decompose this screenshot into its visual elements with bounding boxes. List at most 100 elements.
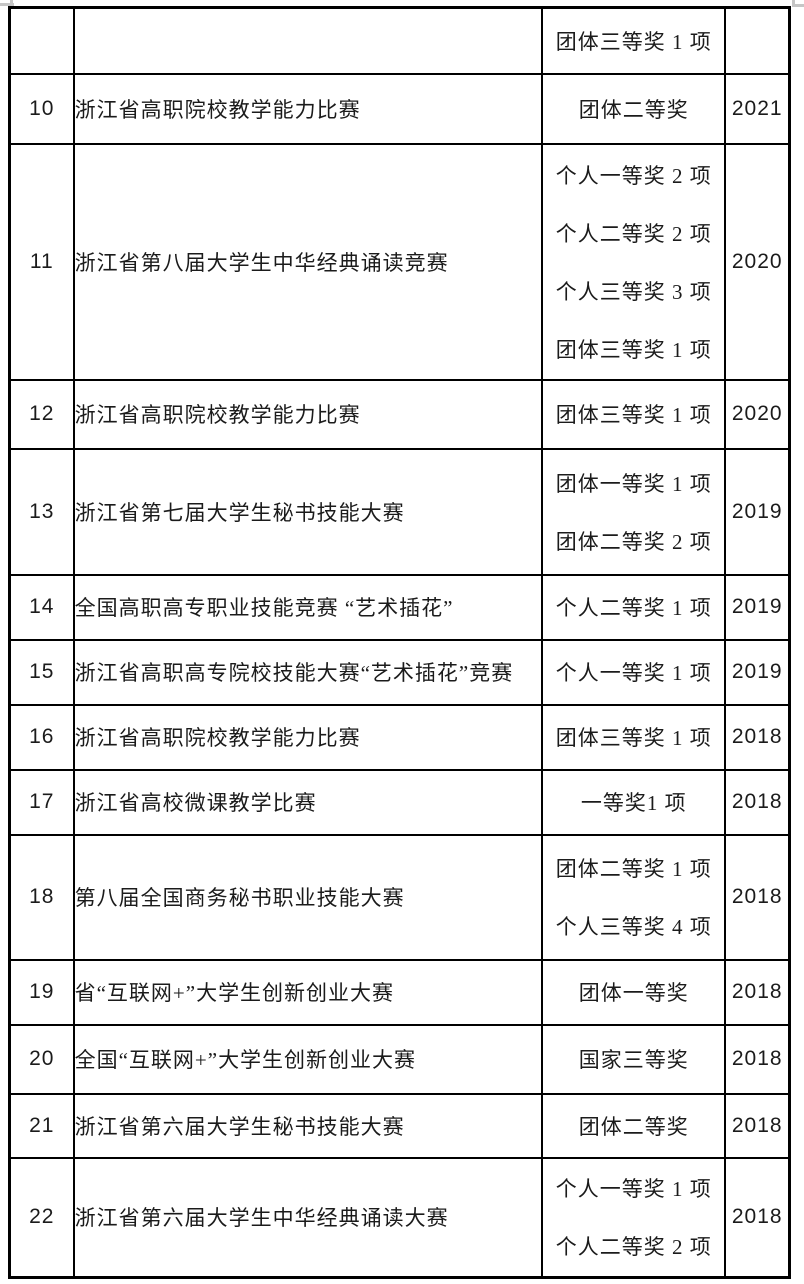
award-lines: 个人二等奖 1 项 — [544, 578, 723, 636]
award-lines: 团体三等奖 1 项 — [544, 708, 723, 766]
awards-table: 团体三等奖 1 项 10 浙江省高职院校教学能力比赛 团体二等奖 2021 11… — [8, 6, 791, 1279]
row-number-cell: 12 — [8, 378, 75, 450]
award-lines: 团体一等奖 — [544, 963, 723, 1021]
award-line: 个人一等奖 2 项 — [555, 163, 712, 188]
row-number-cell: 16 — [8, 703, 75, 771]
row-number-cell: 19 — [8, 958, 75, 1026]
award-lines: 团体二等奖 1 项个人三等奖 4 项 — [544, 839, 723, 955]
award-cell: 团体二等奖 — [541, 72, 727, 145]
award-lines: 团体一等奖 1 项团体二等奖 2 项 — [544, 454, 723, 570]
table-row: 10 浙江省高职院校教学能力比赛 团体二等奖 2021 — [8, 72, 791, 145]
table-row: 16 浙江省高职院校教学能力比赛 团体三等奖 1 项 2018 — [8, 703, 791, 771]
row-number-cell: 18 — [8, 833, 75, 961]
competition-name-cell: 浙江省第七届大学生秘书技能大赛 — [72, 447, 544, 576]
award-lines: 国家三等奖 — [544, 1030, 723, 1088]
award-cell: 一等奖1 项 — [541, 768, 727, 836]
year-cell: 2021 — [724, 72, 791, 145]
award-lines: 团体二等奖 — [544, 80, 723, 138]
award-cell: 团体一等奖 — [541, 958, 727, 1026]
year-cell: 2018 — [724, 703, 791, 771]
row-number-cell: 21 — [8, 1092, 75, 1159]
table-row: 15 浙江省高职高专院校技能大赛“艺术插花”竞赛 个人一等奖 1 项 2019 — [8, 638, 791, 706]
award-line: 团体二等奖 — [578, 97, 689, 122]
year-cell: 2020 — [724, 378, 791, 450]
row-number-cell — [8, 6, 75, 75]
award-line: 团体三等奖 1 项 — [555, 726, 712, 750]
award-cell: 团体二等奖 — [541, 1092, 727, 1159]
competition-name-cell — [72, 6, 544, 75]
year-cell: 2020 — [724, 142, 791, 381]
year-cell: 2019 — [724, 573, 791, 641]
year-cell: 2018 — [724, 768, 791, 836]
year-cell: 2018 — [724, 833, 791, 961]
award-cell: 个人二等奖 1 项 — [541, 573, 727, 641]
award-line: 团体三等奖 1 项 — [555, 29, 712, 54]
table-row: 14 全国高职高专职业技能竞赛 “艺术插花” 个人二等奖 1 项 2019 — [8, 573, 791, 641]
award-line: 团体二等奖 2 项 — [555, 529, 712, 554]
award-line: 团体一等奖 1 项 — [555, 471, 712, 496]
awards-table-body: 团体三等奖 1 项 10 浙江省高职院校教学能力比赛 团体二等奖 2021 11… — [8, 6, 791, 1279]
table-row: 11 浙江省第八届大学生中华经典诵读竞赛 个人一等奖 2 项个人二等奖 2 项个… — [8, 142, 791, 381]
row-number-cell: 17 — [8, 768, 75, 836]
award-line: 团体一等奖 — [578, 981, 689, 1005]
competition-name-cell: 浙江省高职院校教学能力比赛 — [72, 72, 544, 145]
competition-name-cell: 浙江省高职院校教学能力比赛 — [72, 703, 544, 771]
row-number-cell: 20 — [8, 1023, 75, 1095]
competition-name-cell: 浙江省高校微课教学比赛 — [72, 768, 544, 836]
row-number-cell: 14 — [8, 573, 75, 641]
award-line: 个人二等奖 2 项 — [555, 221, 712, 246]
award-cell: 个人一等奖 2 项个人二等奖 2 项个人三等奖 3 项团体三等奖 1 项 — [541, 142, 727, 381]
competition-name-cell: 浙江省第八届大学生中华经典诵读竞赛 — [72, 142, 544, 381]
award-line: 一等奖1 项 — [580, 791, 687, 815]
row-number-cell: 22 — [8, 1156, 75, 1279]
award-cell: 团体三等奖 1 项 — [541, 378, 727, 450]
year-cell: 2019 — [724, 638, 791, 706]
competition-name-cell: 浙江省第六届大学生秘书技能大赛 — [72, 1092, 544, 1159]
award-lines: 团体三等奖 1 项 — [544, 385, 723, 443]
year-cell: 2018 — [724, 958, 791, 1026]
award-cell: 国家三等奖 — [541, 1023, 727, 1095]
award-cell: 团体二等奖 1 项个人三等奖 4 项 — [541, 833, 727, 961]
competition-name-cell: 全国高职高专职业技能竞赛 “艺术插花” — [72, 573, 544, 641]
award-lines: 团体三等奖 1 项 — [544, 12, 723, 70]
award-lines: 个人一等奖 1 项 — [544, 643, 723, 701]
competition-name-cell: 第八届全国商务秘书职业技能大赛 — [72, 833, 544, 961]
table-row: 21 浙江省第六届大学生秘书技能大赛 团体二等奖 2018 — [8, 1092, 791, 1159]
award-line: 团体三等奖 1 项 — [555, 403, 712, 427]
row-number-cell: 15 — [8, 638, 75, 706]
award-line: 团体三等奖 1 项 — [555, 337, 712, 362]
award-line: 个人二等奖 1 项 — [555, 596, 712, 620]
award-line: 个人三等奖 3 项 — [555, 279, 712, 304]
row-number-cell: 10 — [8, 72, 75, 145]
award-lines: 团体二等奖 — [544, 1097, 723, 1155]
award-lines: 个人一等奖 1 项个人二等奖 2 项 — [544, 1160, 723, 1276]
award-cell: 团体三等奖 1 项 — [541, 6, 727, 75]
award-line: 个人二等奖 2 项 — [555, 1235, 712, 1260]
competition-name-cell: 全国“互联网+”大学生创新创业大赛 — [72, 1023, 544, 1095]
row-number-cell: 13 — [8, 447, 75, 576]
award-line: 团体二等奖 1 项 — [555, 857, 712, 881]
award-lines: 个人一等奖 2 项个人二等奖 2 项个人三等奖 3 项团体三等奖 1 项 — [544, 146, 723, 378]
competition-name-cell: 省“互联网+”大学生创新创业大赛 — [72, 958, 544, 1026]
year-cell — [724, 6, 791, 75]
award-lines: 一等奖1 项 — [544, 773, 723, 831]
table-row: 团体三等奖 1 项 — [8, 6, 791, 75]
award-cell: 个人一等奖 1 项个人二等奖 2 项 — [541, 1156, 727, 1279]
table-row: 19 省“互联网+”大学生创新创业大赛 团体一等奖 2018 — [8, 958, 791, 1026]
year-cell: 2018 — [724, 1156, 791, 1279]
year-cell: 2019 — [724, 447, 791, 576]
year-cell: 2018 — [724, 1092, 791, 1159]
award-cell: 团体三等奖 1 项 — [541, 703, 727, 771]
competition-name-cell: 浙江省高职院校教学能力比赛 — [72, 378, 544, 450]
table-row: 22 浙江省第六届大学生中华经典诵读大赛 个人一等奖 1 项个人二等奖 2 项 … — [8, 1156, 791, 1279]
table-row: 13 浙江省第七届大学生秘书技能大赛 团体一等奖 1 项团体二等奖 2 项 20… — [8, 447, 791, 576]
table-row: 12 浙江省高职院校教学能力比赛 团体三等奖 1 项 2020 — [8, 378, 791, 450]
award-cell: 团体一等奖 1 项团体二等奖 2 项 — [541, 447, 727, 576]
award-cell: 个人一等奖 1 项 — [541, 638, 727, 706]
competition-name-cell: 浙江省高职高专院校技能大赛“艺术插花”竞赛 — [72, 638, 544, 706]
award-line: 个人一等奖 1 项 — [555, 661, 712, 685]
award-line: 国家三等奖 — [578, 1048, 689, 1072]
award-line: 团体二等奖 — [578, 1114, 689, 1139]
table-row: 17 浙江省高校微课教学比赛 一等奖1 项 2018 — [8, 768, 791, 836]
year-cell: 2018 — [724, 1023, 791, 1095]
